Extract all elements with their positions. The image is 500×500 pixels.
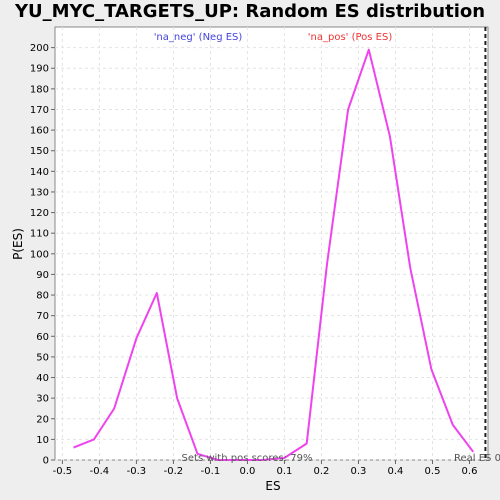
y-tick-label: 0: [43, 456, 49, 467]
x-tick-label: -0.2: [164, 466, 184, 477]
x-tick-label: 0.5: [425, 466, 441, 477]
y-tick-label: 20: [36, 414, 49, 425]
y-tick-label: 200: [30, 43, 49, 54]
y-tick-label: 170: [30, 105, 49, 116]
real-es-label: Real ES 0: [454, 453, 500, 464]
y-tick-label: 70: [36, 311, 49, 322]
y-tick-label: 90: [36, 270, 49, 281]
y-tick-label: 100: [30, 249, 49, 260]
legend-pos-label: 'na_pos' (Pos ES): [308, 32, 393, 43]
x-tick-label: -0.1: [201, 466, 221, 477]
y-tick-label: 160: [30, 126, 49, 137]
sets-with-pos-note: Sets with pos scores: 79%: [182, 453, 313, 464]
y-tick-label: 180: [30, 84, 49, 95]
legend-neg-label: 'na_neg' (Neg ES): [154, 32, 243, 43]
x-axis-label: ES: [265, 479, 280, 493]
y-tick-label: 150: [30, 146, 49, 157]
y-tick-label: 130: [30, 187, 49, 198]
y-tick-label: 30: [36, 394, 49, 405]
x-tick-label: 0.3: [351, 466, 367, 477]
x-tick-label: 0.0: [239, 466, 255, 477]
grid: [55, 27, 488, 461]
y-tick-label: 120: [30, 208, 49, 219]
y-axis-label: P(ES): [11, 228, 25, 260]
plot-area: [54, 26, 489, 461]
series-line: [73, 48, 474, 461]
y-tick-label: 40: [36, 373, 49, 384]
y-tick-label: 140: [30, 167, 49, 178]
axes: 0 10 20 30 40 50 60 70 80 90 100 110 120 130 140 150 160…: [30, 43, 478, 477]
x-tick-label: -0.3: [127, 466, 147, 477]
y-tick-label: 10: [36, 435, 49, 446]
x-tick-label: -0.4: [90, 466, 110, 477]
y-tick-label: 80: [36, 291, 49, 302]
x-tick-label: 0.2: [314, 466, 330, 477]
y-tick-label: 60: [36, 332, 49, 343]
y-tick-label: 190: [30, 64, 49, 75]
y-tick-label: 50: [36, 352, 49, 363]
x-tick-label: 0.1: [276, 466, 292, 477]
x-tick-label: -0.5: [53, 466, 73, 477]
y-tick-label: 110: [30, 229, 49, 240]
x-tick-label: 0.4: [388, 466, 404, 477]
series-layer: [73, 48, 474, 461]
chart-title: YU_MYC_TARGETS_UP: Random ES distributio…: [14, 1, 486, 22]
x-tick-label: 0.6: [462, 466, 478, 477]
